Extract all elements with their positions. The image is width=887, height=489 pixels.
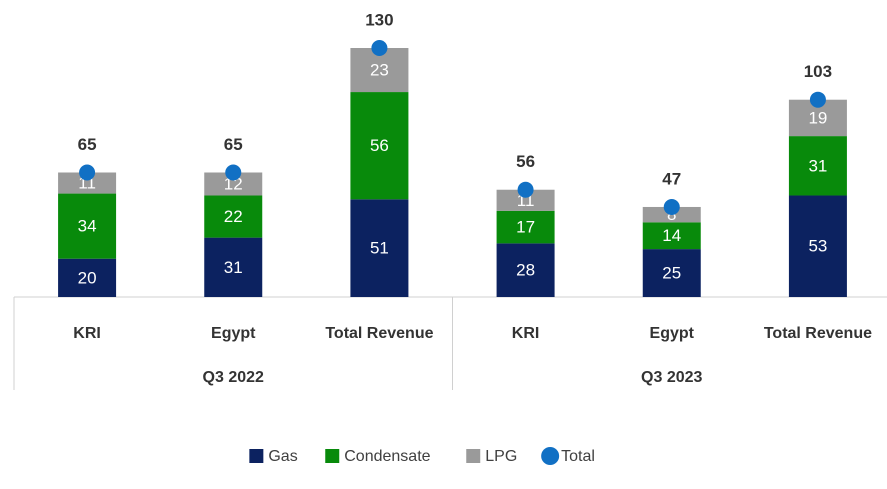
segment-label: 56 [370, 136, 389, 155]
segment-label: 25 [662, 264, 681, 283]
segment-label: 14 [662, 226, 681, 245]
segment-label: 53 [808, 237, 827, 256]
bar-segment [350, 92, 409, 200]
legend-label: Gas [268, 448, 297, 465]
total-marker [79, 164, 96, 181]
bar-segment [58, 172, 117, 194]
group-label: Q3 2022 [203, 369, 264, 386]
total-label: 65 [78, 135, 97, 154]
total-marker [225, 164, 242, 181]
bar-segment [350, 199, 409, 297]
bar-segment [204, 172, 263, 196]
legend-swatch [249, 449, 264, 463]
total-label: 47 [662, 169, 681, 188]
x-tick-label: Egypt [211, 325, 256, 342]
total-marker [663, 198, 680, 215]
legend-swatch [466, 449, 481, 463]
bar-segment [58, 258, 117, 297]
segment-label: 22 [224, 207, 243, 226]
x-tick-label: KRI [73, 325, 101, 342]
bar-segment [788, 195, 847, 297]
legend-label: Total [561, 448, 595, 465]
total-marker [809, 91, 826, 108]
x-tick-label: Total Revenue [325, 325, 433, 342]
x-tick-label: Total Revenue [764, 325, 872, 342]
total-marker [517, 181, 534, 198]
group-label: Q3 2023 [641, 369, 702, 386]
bar-segment [58, 193, 117, 259]
x-tick-label: Egypt [650, 325, 695, 342]
total-label: 130 [365, 10, 393, 29]
segment-label: 17 [516, 218, 535, 237]
total-marker [371, 40, 388, 56]
segment-label: 12 [224, 174, 243, 193]
segment-label: 20 [78, 268, 97, 287]
legend-label: Condensate [344, 448, 430, 465]
segment-label: 31 [808, 156, 827, 175]
total-label: 103 [804, 62, 832, 81]
bar-segment [496, 243, 555, 297]
legend-label: LPG [485, 448, 517, 465]
legend-swatch [325, 449, 340, 463]
total-label: 56 [516, 152, 535, 171]
bar-segment [788, 136, 847, 196]
segment-label: 19 [808, 108, 827, 127]
bar-segment [496, 210, 555, 244]
segment-label: 34 [78, 217, 97, 236]
segment-label: 51 [370, 239, 389, 258]
bar-segment [642, 222, 701, 250]
legend-swatch [541, 447, 560, 465]
bar-segment [204, 237, 263, 297]
bar-segment [642, 249, 701, 297]
x-tick-label: KRI [512, 325, 540, 342]
bar-segment [204, 195, 263, 238]
total-label: 65 [224, 135, 243, 154]
segment-label: 23 [370, 61, 389, 80]
segment-label: 28 [516, 261, 535, 280]
segment-label: 31 [224, 258, 243, 277]
bar-segment [496, 189, 555, 211]
